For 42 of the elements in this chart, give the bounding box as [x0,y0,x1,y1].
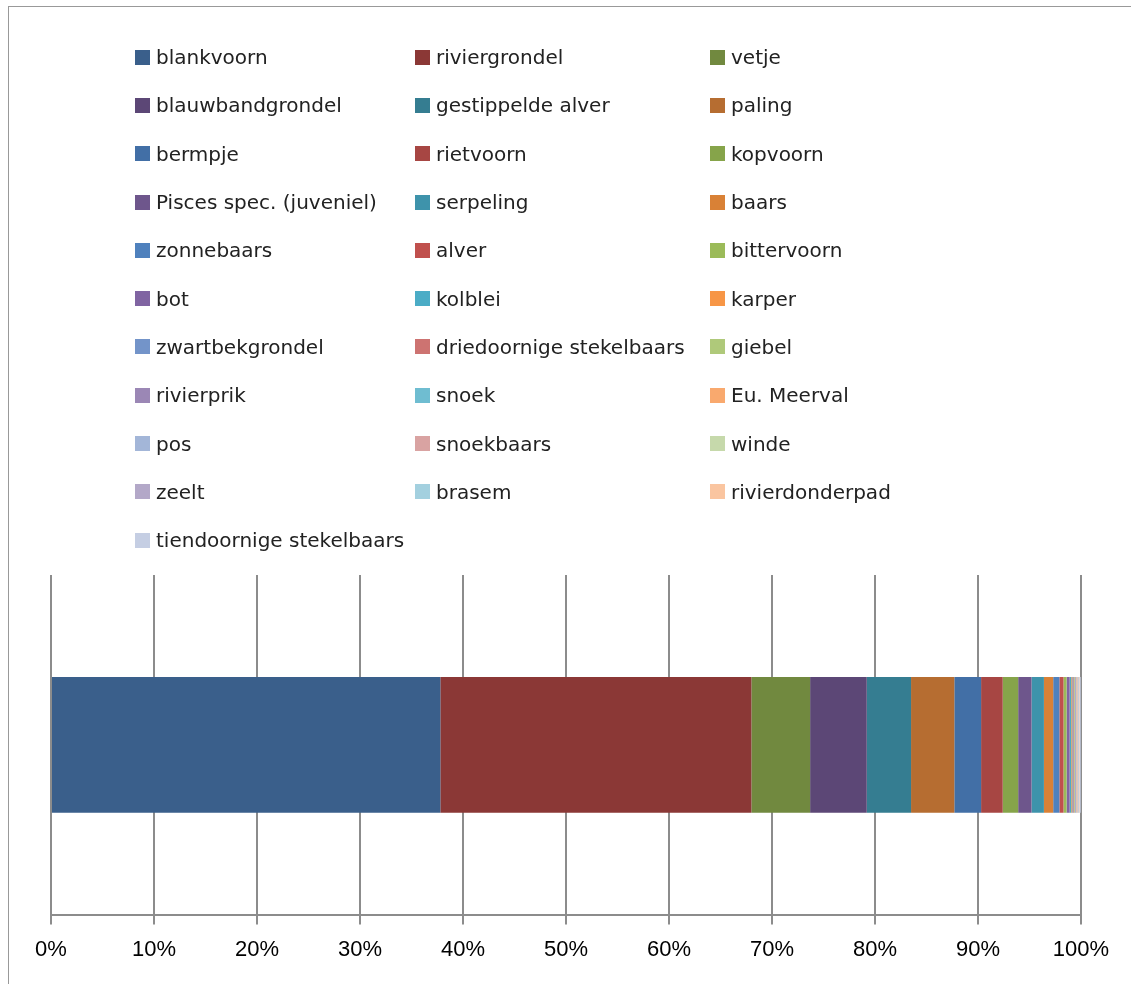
legend-label: karper [731,286,796,311]
legend-label: brasem [436,479,512,504]
legend-label: bermpje [156,141,239,166]
legend-label: kolblei [436,286,501,311]
legend-label: serpeling [436,190,529,215]
x-tick-label: 0% [35,935,67,961]
legend-label: giebel [731,334,793,359]
legend-label: Eu. Meerval [731,383,849,408]
legend-label: paling [731,93,793,118]
legend-label: zeelt [156,479,205,504]
legend-label: winde [731,431,791,456]
legend-label: vetje [731,45,781,70]
x-tick-label: 50% [543,935,589,961]
legend-label: alver [436,238,487,263]
legend-label: snoek [436,383,496,408]
x-tick-label: 100% [1052,935,1110,961]
x-tick-label: 40% [440,935,486,961]
legend-label: Pisces spec. (juveniel) [156,190,377,215]
legend-label: blankvoorn [156,45,268,70]
legend-label: blauwbandgrondel [156,93,342,118]
legend-label: tiendoornige stekelbaars [156,528,405,553]
legend-label: bot [156,286,189,311]
x-tick-label: 30% [337,935,383,961]
x-tick-label: 70% [749,935,795,961]
x-tick-label: 90% [955,935,1001,961]
legend-label: gestippelde alver [436,93,610,118]
legend-label: zwartbekgrondel [156,334,324,359]
legend-label: kopvoorn [731,141,824,166]
legend-label: baars [731,190,787,215]
legend-label: zonnebaars [156,238,273,263]
legend-label: rivierdonderpad [731,479,891,504]
legend-label: riviergrondel [436,45,564,70]
x-tick-label: 60% [646,935,692,961]
legend-label: rietvoorn [436,141,527,166]
legend-label: rivierprik [156,383,246,408]
legend-label: pos [156,431,192,456]
legend-label: snoekbaars [436,431,552,456]
x-tick-label: 20% [234,935,280,961]
legend-label: driedoornige stekelbaars [436,334,685,359]
x-tick-label: 10% [131,935,177,961]
x-tick-label: 80% [852,935,898,961]
legend-label: bittervoorn [731,238,843,263]
